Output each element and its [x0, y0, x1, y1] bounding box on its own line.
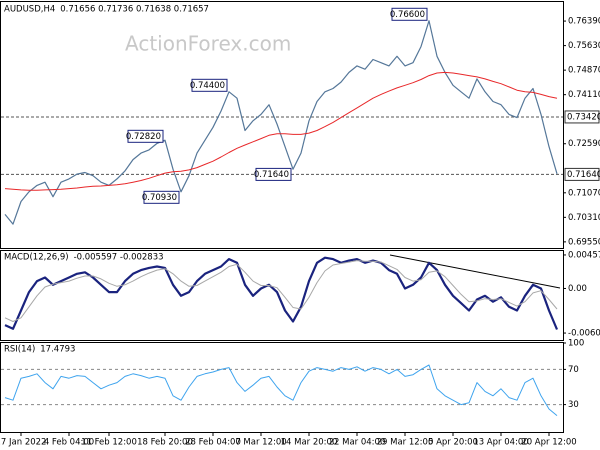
x-tick-label: 5 Apr 20:00: [428, 438, 478, 448]
y-tick-label: 0.72590: [568, 139, 600, 149]
trendline: [389, 254, 561, 289]
annotation-box: [255, 167, 292, 181]
price-panel: [0, 1, 564, 249]
x-tick-label: 29 Mar 12:00: [377, 438, 434, 448]
annotation-label: 0.72820: [126, 132, 161, 142]
panel-values: 17.4793: [40, 345, 75, 355]
annotation-box: [143, 190, 180, 204]
x-tick-label: 7 Mar 12:00: [235, 438, 286, 448]
x-tick-label: 11 Feb 12:00: [81, 438, 137, 448]
x-tick-label: 28 Feb 04:00: [185, 438, 241, 448]
panel-values: -0.005597 -0.002833: [74, 253, 164, 263]
series-line: [4, 256, 559, 330]
annotation: 0.74400: [190, 78, 228, 92]
x-tick-label: 4 Feb 04:00: [44, 438, 94, 448]
y-tick-label: 0.74110: [568, 90, 600, 100]
series-line: [4, 71, 558, 191]
y-tick-label: 0.70310: [568, 213, 600, 223]
annotation-box: [191, 78, 228, 92]
level-box: [564, 110, 600, 124]
y-tick-label: 100: [568, 339, 584, 349]
x-tick-label: 27 Jan 2022: [0, 438, 46, 448]
y-tick-label: 0.69550: [568, 237, 600, 247]
series-line: [4, 260, 558, 322]
annotation: 0.71640: [254, 167, 292, 181]
x-tick-label: 13 Apr 04:00: [473, 438, 528, 448]
y-tick-label: 0.74870: [568, 66, 600, 76]
panel-title: MACD(12,26,9): [4, 253, 69, 263]
annotation-label: 0.71640: [254, 170, 289, 180]
y-tick-label: 0.76390: [568, 17, 600, 27]
rsi-panel: [0, 342, 564, 433]
y-tick-label: 70: [568, 365, 579, 375]
y-tick-label: 0.75630: [568, 41, 600, 51]
x-tick-label: 14 Mar 20:00: [281, 438, 338, 448]
panel-values: 0.71656 0.71736 0.71638 0.71657: [60, 5, 209, 15]
macd-panel: [0, 250, 564, 341]
annotation-label: 0.70930: [142, 193, 177, 203]
x-tick-label: 20 Apr 12:00: [521, 438, 576, 448]
annotation: 0.76600: [390, 7, 428, 21]
level-box: [564, 167, 600, 181]
series-line: [4, 20, 558, 225]
level-label: 0.71640: [567, 170, 600, 180]
y-tick-label: 0.004571: [568, 250, 600, 260]
series-line: [4, 364, 558, 416]
level-label: 0.73420: [567, 112, 600, 122]
panel-title: AUDUSD,H4: [4, 5, 55, 15]
x-tick-label: 22 Mar 04:00: [329, 438, 386, 448]
y-tick-label: 0.00: [568, 284, 587, 294]
annotation-label: 0.74400: [190, 81, 225, 91]
x-tick-label: 18 Feb 20:00: [137, 438, 193, 448]
annotation-label: 0.76600: [390, 10, 425, 20]
y-tick-label: -0.006082: [568, 329, 600, 339]
y-tick-label: 30: [568, 400, 579, 410]
y-tick-label: 0.71070: [568, 188, 600, 198]
annotation-box: [391, 7, 428, 21]
annotation-box: [127, 129, 164, 143]
watermark: ActionForex.com: [125, 32, 291, 56]
panel-title: RSI(14): [4, 345, 35, 355]
annotation: 0.70930: [142, 190, 180, 204]
annotation: 0.72820: [126, 129, 164, 143]
